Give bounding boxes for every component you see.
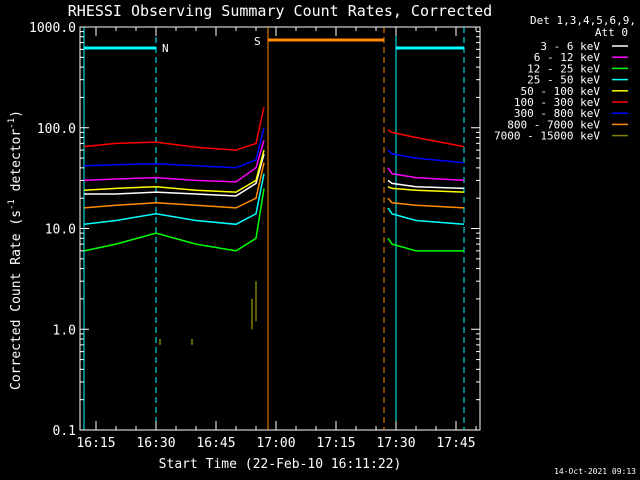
legend-entry-label: 3 - 6 keV: [540, 40, 600, 53]
y-tick-label: 1000.0: [29, 21, 76, 36]
series-line-segment: [387, 207, 465, 226]
x-tick-label: 16:15: [76, 436, 115, 451]
legend-entry-label: 6 - 12 keV: [534, 51, 601, 64]
series-line-segment: [83, 188, 265, 252]
series-line-segment: [84, 153, 265, 197]
series-5: [83, 107, 465, 151]
series-1: [83, 140, 465, 183]
series-6: [83, 127, 465, 169]
series-line-segment: [387, 149, 465, 164]
legend-entry-label: 12 - 25 keV: [527, 62, 600, 75]
legend-entry-label: 100 - 300 keV: [514, 96, 600, 109]
series-line-segment: [83, 149, 265, 193]
footer-date: 14-Oct-2021 09:13: [554, 467, 636, 476]
x-axis-label: Start Time (22-Feb-10 16:11:22): [159, 457, 402, 472]
y-axis-label: Corrected Count Rate (s-1 detector-1): [7, 110, 24, 390]
legend-header-line: Det 1,3,4,5,6,9,: [530, 14, 636, 27]
x-tick-label: 17:45: [436, 436, 475, 451]
plot-frame: [79, 26, 481, 431]
series-line-segment: [387, 186, 465, 193]
series-7: [83, 162, 465, 209]
series-line-segment: [387, 197, 465, 209]
series-line-segment: [83, 127, 265, 169]
legend-header-line: Att 0: [595, 26, 628, 39]
legend-entry-label: 25 - 50 keV: [527, 74, 600, 87]
y-tick-label: 0.1: [53, 424, 76, 439]
x-tick-label: 17:00: [256, 436, 295, 451]
legend-entry-label: 300 - 800 keV: [514, 107, 600, 120]
y-tick-label: 1.0: [53, 323, 76, 338]
series-8: [159, 281, 257, 345]
y-tick-label: 100.0: [37, 122, 76, 137]
series-line-segment: [83, 173, 265, 226]
series-line-segment: [387, 129, 465, 148]
series-line-segment: [387, 167, 465, 182]
x-tick-label: 16:45: [196, 436, 235, 451]
series-line-segment: [83, 162, 265, 209]
saa-label: S: [254, 35, 261, 48]
series-line-segment: [387, 179, 465, 190]
series-2: [83, 188, 464, 252]
series-0: [84, 153, 465, 197]
x-tick-label: 16:30: [136, 436, 175, 451]
series-3: [83, 173, 465, 226]
legend-entry-label: 50 - 100 keV: [521, 85, 601, 98]
series-line-segment: [83, 140, 265, 183]
series-line-segment: [387, 237, 464, 252]
legend-entry-label: 800 - 7000 keV: [507, 118, 600, 131]
x-tick-label: 17:15: [316, 436, 355, 451]
series-line-segment: [83, 107, 265, 151]
series-4: [83, 149, 465, 193]
x-tick-label: 17:30: [376, 436, 415, 451]
night-label: N: [162, 42, 169, 55]
chart-title: RHESSI Observing Summary Count Rates, Co…: [68, 2, 492, 20]
legend-entry-label: 7000 - 15000 keV: [494, 130, 600, 143]
y-tick-label: 10.0: [45, 223, 76, 238]
